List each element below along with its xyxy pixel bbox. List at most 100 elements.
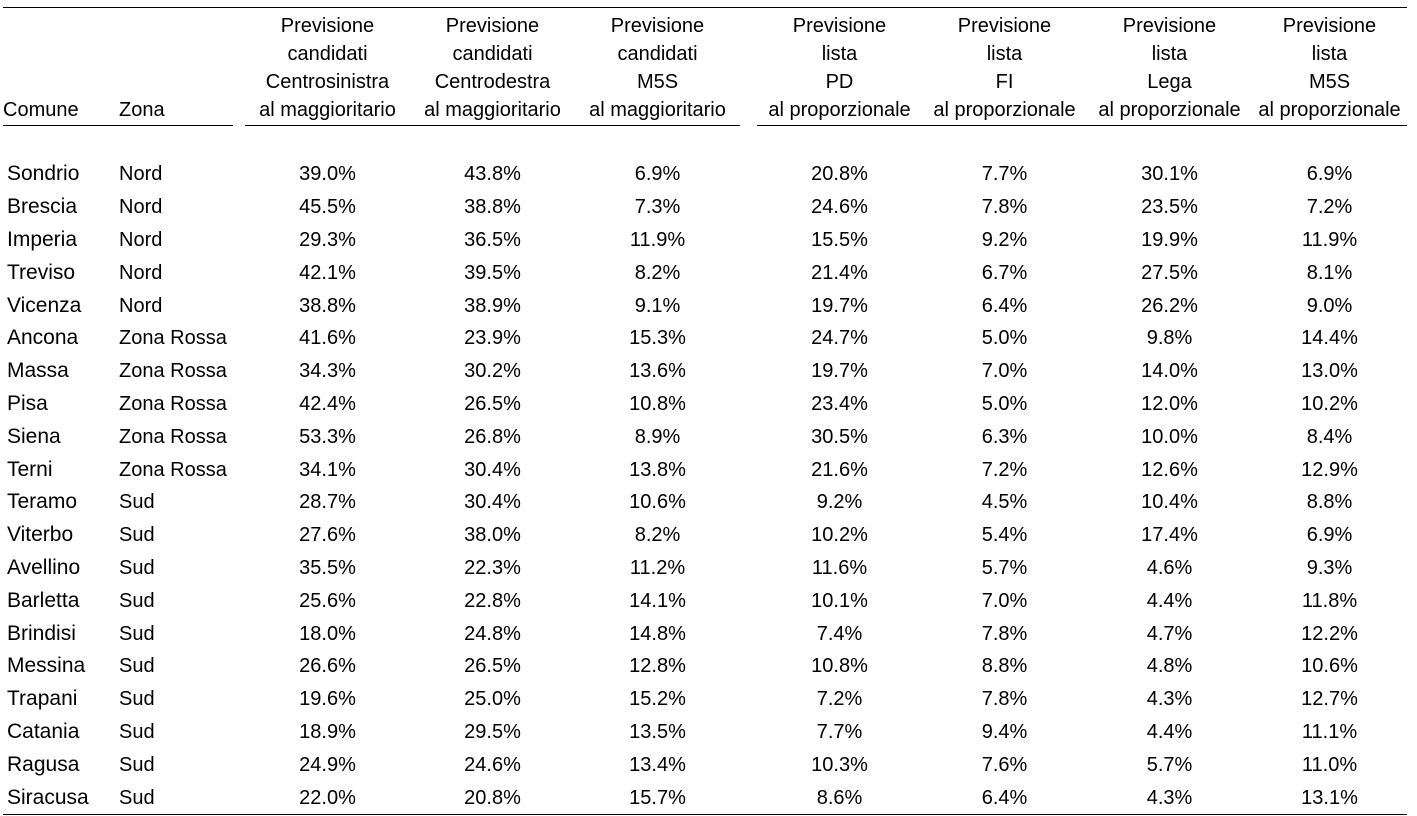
cell-value: 14.1% [629,589,686,612]
cell-value: 10.8% [811,655,868,678]
cell-comune: Barletta [7,588,80,612]
cell-value: 15.2% [629,688,686,711]
cell-gap [233,191,245,224]
cell-value: 7.2% [816,688,863,711]
header-line: lista [821,43,858,65]
cell-value: 6.9% [634,163,681,186]
cell-comune: Avellino [7,555,81,579]
cell-comune: Catania [7,719,80,743]
cell-gap [233,355,245,388]
cell-zona: Zona Rossa [119,360,227,383]
header-line: candidati [617,43,698,65]
cell-zona: Sud [109,781,233,815]
cell-value: 24.8% [464,622,521,645]
cell-value: 10.6% [629,491,686,514]
cell-comune: Terni [7,457,53,481]
cell-gap [740,781,757,815]
cell-value: 4.6% [1146,556,1193,579]
cell-comune: Siracusa [3,781,109,815]
header-line: al proporzionale [1098,99,1241,121]
cell-value: 21.4% [811,261,868,284]
table-row: Ancona Zona Rossa 41.6% 23.9% 15.3% 24.7% 5.0%… [3,322,1407,355]
cell-value: 15.7% [575,781,740,815]
header-line: Previsione [445,15,540,37]
cell-gap [740,224,757,257]
cell-value: 12.6% [1141,458,1198,481]
cell-value: 9.2% [981,228,1028,251]
cell-value: 26.5% [464,392,521,415]
header-line: al maggioritario [589,99,726,121]
cell-value: 7.0% [981,589,1028,612]
cell-value: 24.6% [464,753,521,776]
cell-value: 41.6% [299,327,356,350]
cell-value: 11.9% [629,228,686,251]
cell-gap [740,322,757,355]
header-line: al proporzionale [1258,99,1401,121]
cell-gap [740,617,757,650]
cell-value: 11.6% [811,556,868,579]
cell-value: 7.2% [981,458,1028,481]
table-row: Avellino Sud 35.5% 22.3% 11.2% 11.6% 5.7% 4.6% 9… [3,552,1407,585]
cell-value: 13.8% [629,458,686,481]
cell-zona: Nord [119,294,163,317]
cell-value: 22.3% [464,556,521,579]
table-row: Terni Zona Rossa 34.1% 30.4% 13.8% 21.6% 7.2% 1… [3,453,1407,486]
table-row: Treviso Nord 42.1% 39.5% 8.2% 21.4% 6.7% 27.5% 8… [3,256,1407,289]
header-gap [233,7,245,126]
cell-value: 20.8% [410,781,575,815]
cell-zona: Sud [119,720,155,743]
cell-value: 12.2% [1301,622,1358,645]
cell-zona: Zona Rossa [119,458,227,481]
header-col-pd-proporzionale: Previsione lista PD al proporzionale [757,7,922,126]
table-row: Massa Zona Rossa 34.3% 30.2% 13.6% 19.7% 7.0% 1… [3,355,1407,388]
cell-value: 38.0% [464,524,521,547]
cell-comune: Vicenza [7,293,82,317]
cell-gap [740,552,757,585]
cell-value: 7.0% [981,360,1028,383]
cell-value: 10.4% [1141,491,1198,514]
header-line: lista [1151,43,1188,65]
cell-comune: Massa [7,359,69,383]
cell-gap [233,486,245,519]
cell-value: 9.4% [981,720,1028,743]
cell-value: 39.0% [299,163,356,186]
header-line: candidati [452,43,533,65]
cell-zona: Zona Rossa [119,327,227,350]
cell-value: 43.8% [464,163,521,186]
cell-comune: Imperia [7,227,78,251]
cell-value: 7.8% [981,196,1028,219]
cell-value: 30.1% [1141,163,1198,186]
spacer-row [3,126,1407,159]
cell-value: 15.5% [811,228,868,251]
cell-gap [233,519,245,552]
table-row: Barletta Sud 25.6% 22.8% 14.1% 10.1% 7.0% 4.4% 1… [3,584,1407,617]
cell-value: 4.7% [1146,622,1193,645]
cell-value: 8.4% [1306,425,1353,448]
table-row: Catania Sud 18.9% 29.5% 13.5% 7.7% 9.4% 4.4% 11.… [3,716,1407,749]
cell-value: 10.6% [1301,655,1358,678]
header-line: Centrodestra [434,71,551,93]
cell-comune: Sondrio [7,162,80,186]
cell-value: 13.5% [629,720,686,743]
cell-gap [233,650,245,683]
cell-gap [740,256,757,289]
cell-zona: Nord [119,163,163,186]
cell-value: 30.4% [464,458,521,481]
cell-zona: Zona Rossa [119,425,227,448]
cell-comune: Brindisi [7,621,76,645]
cell-gap [740,420,757,453]
cell-comune: Ancona [7,326,79,350]
cell-value: 6.4% [981,294,1028,317]
spacer-cell [3,126,1407,159]
cell-value: 14.8% [629,622,686,645]
table-row: Trapani Sud 19.6% 25.0% 15.2% 7.2% 7.8% 4.3% 12.… [3,683,1407,716]
header-col-m5s-proporzionale: Previsione lista M5S al proporzionale [1252,7,1407,126]
header-zona: Zona [109,7,233,126]
cell-value: 4.4% [1146,589,1193,612]
header-row: Comune Zona Previsione candidati Centros… [3,7,1407,126]
cell-comune: Viterbo [7,523,74,547]
cell-value: 22.0% [245,781,410,815]
header-line: Previsione [957,15,1052,37]
cell-value: 10.1% [811,589,868,612]
cell-value: 10.3% [811,753,868,776]
